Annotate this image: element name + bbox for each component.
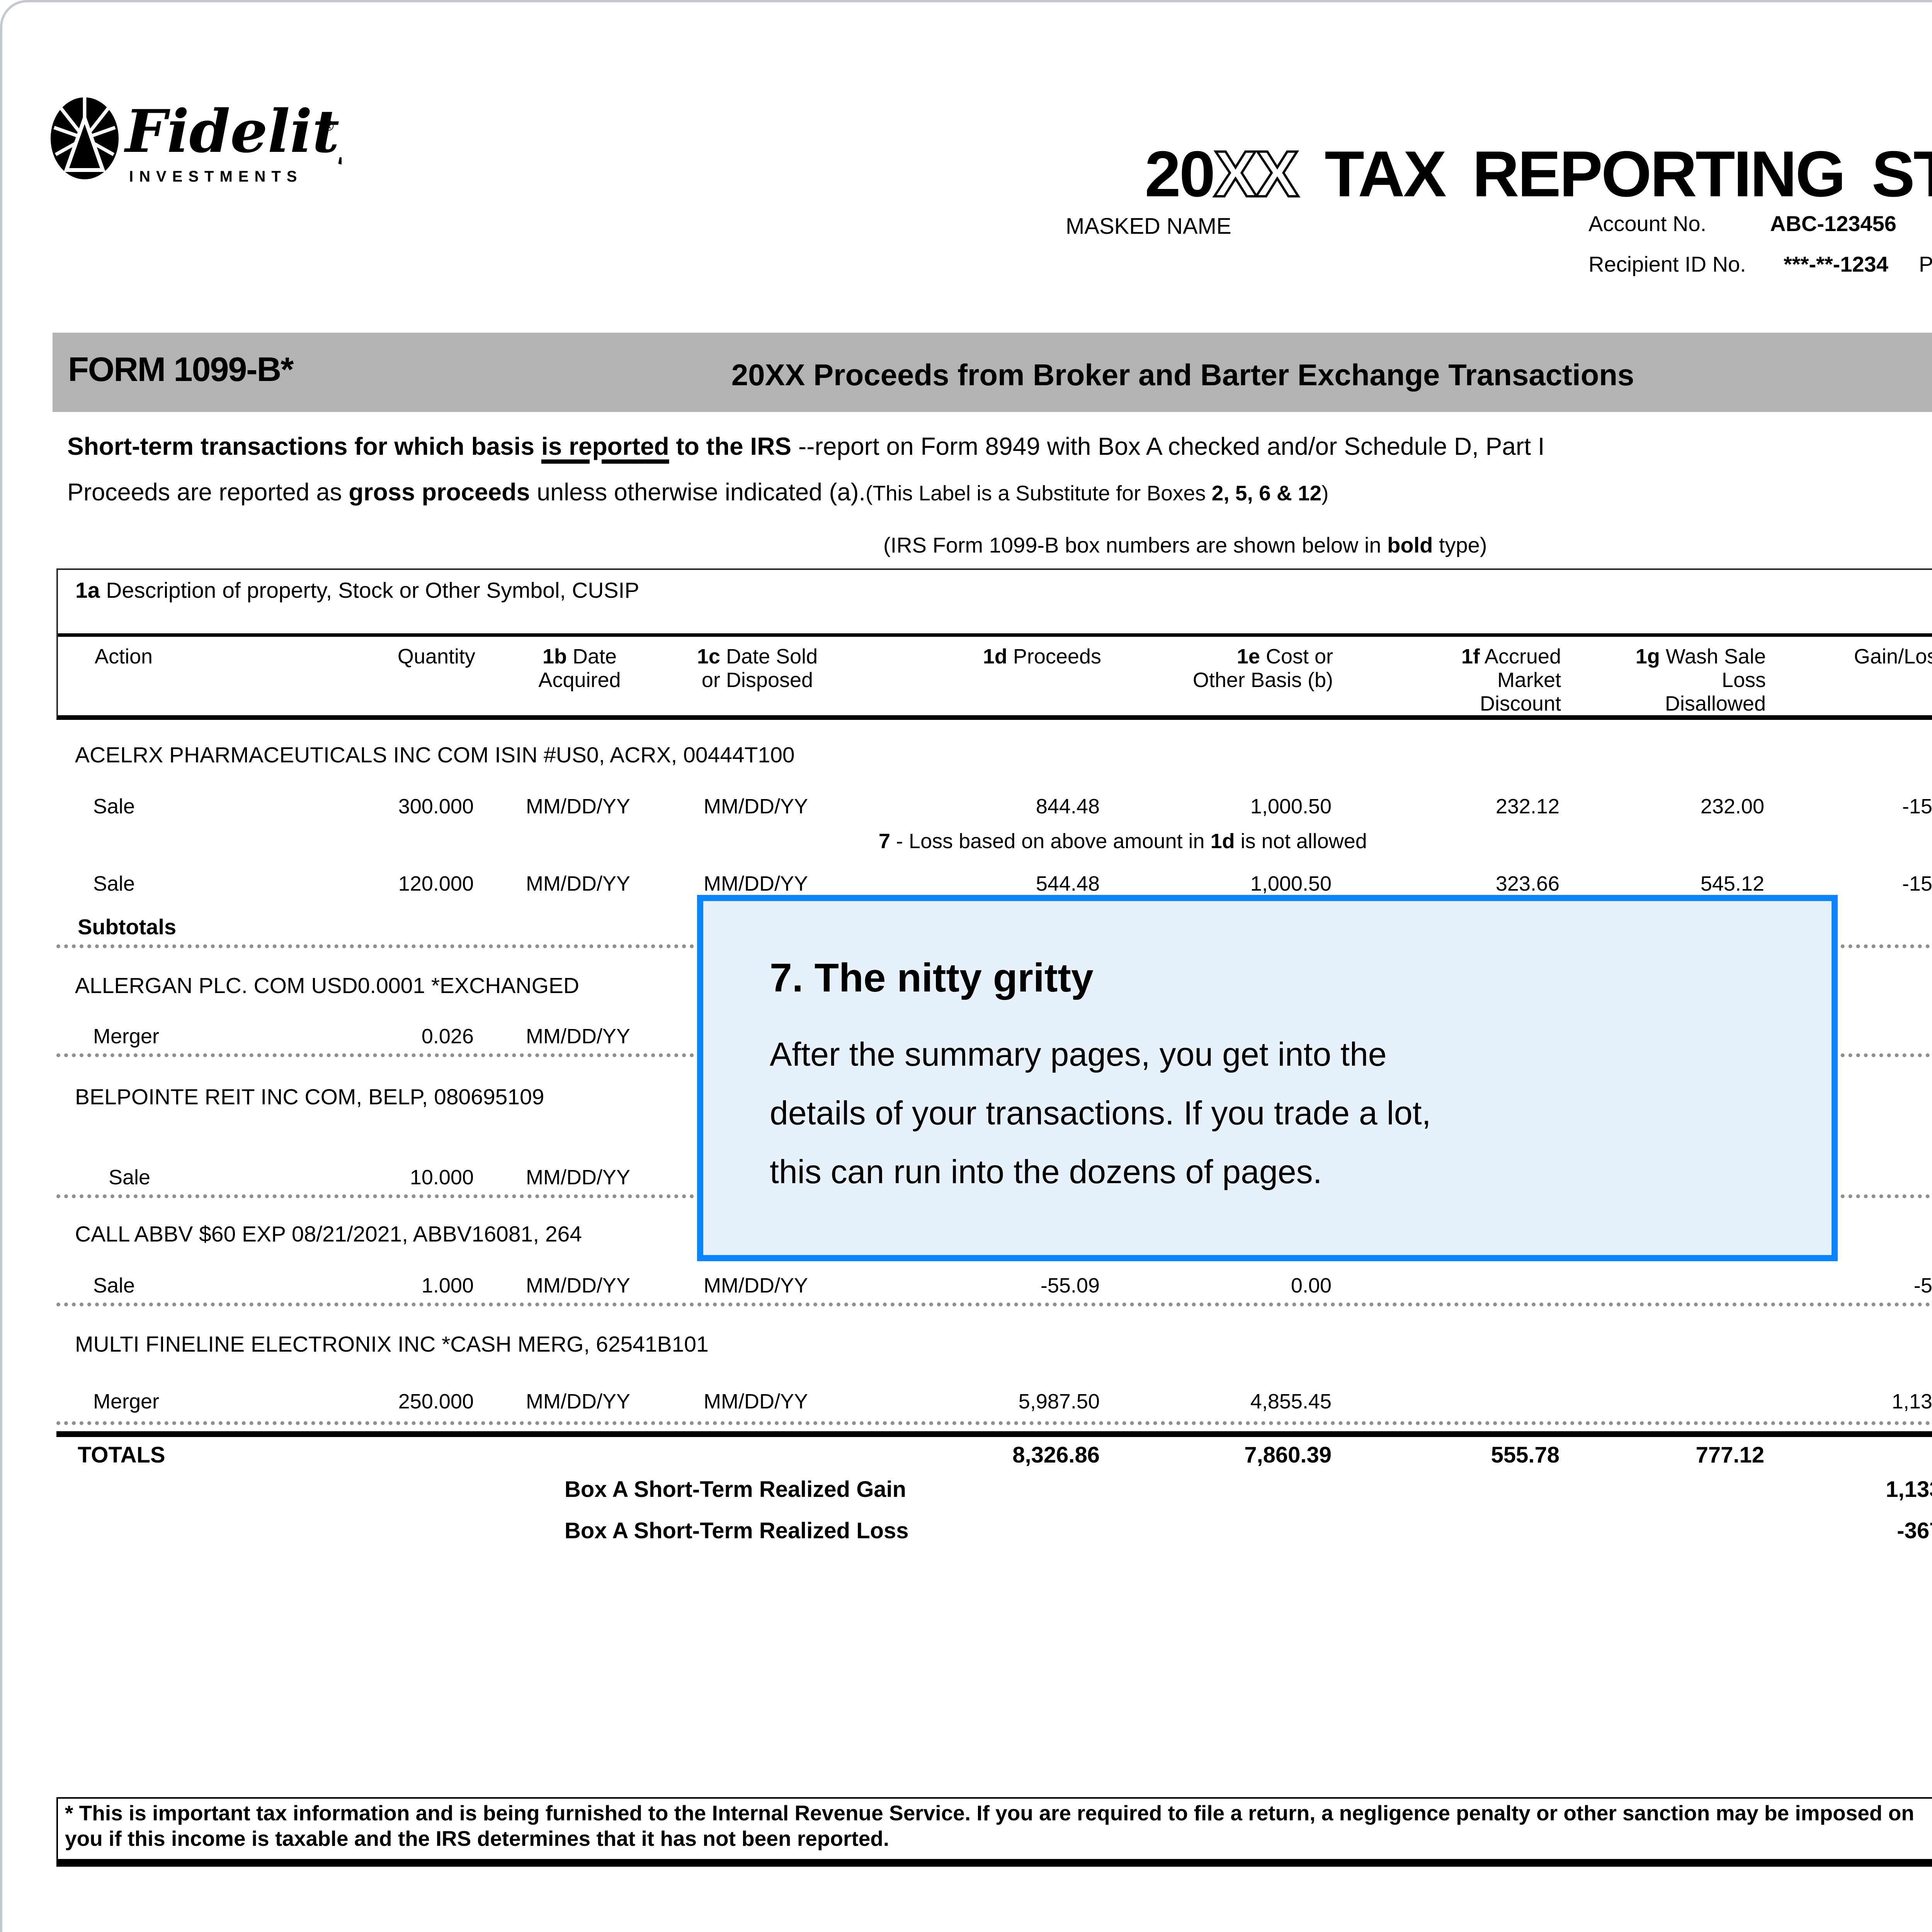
col-proceeds: 1d Proceeds xyxy=(983,645,1101,668)
security-title: CALL ABBV $60 EXP 08/21/2021, ABBV16081,… xyxy=(75,1222,582,1247)
security-title: ACELRX PHARMACEUTICALS INC COM ISIN #US0… xyxy=(75,743,795,767)
table-row: Sale 1.000 MM/DD/YY MM/DD/YY -55.09 0.00… xyxy=(93,1274,1932,1297)
logo-registered-mark: ® xyxy=(323,118,334,134)
security-title: ALLERGAN PLC. COM USD0.0001 *EXCHANGED xyxy=(75,973,580,998)
table-row: Merger 250.000 MM/DD/YY MM/DD/YY 5,987.5… xyxy=(93,1390,1932,1413)
totals-row: TOTALS 8,326.86 7,860.39 555.78 777.12 7… xyxy=(78,1442,1764,1468)
intro2-small: (This Label is a Substitute for Boxes xyxy=(866,481,1212,505)
col-action: Action xyxy=(95,645,153,668)
logo-subtext: INVESTMENTS xyxy=(129,168,303,185)
intro-bold: Short-term transactions for which basis xyxy=(67,432,541,460)
annotation-callout: 7. The nitty gritty After the summary pa… xyxy=(697,895,1838,1261)
col-description: 1a Description of property, Stock or Oth… xyxy=(75,578,639,603)
col-wash-sale: 1g Wash Sale Loss Disallowed xyxy=(1635,645,1766,715)
col-gain-loss: Gain/Loss (-) xyxy=(1854,645,1932,668)
table-header: 1a Description of property, Stock or Oth… xyxy=(56,568,1932,720)
intro2-small-bold: 2, 5, 6 & 12 xyxy=(1211,481,1322,505)
col-date-sold: 1c Date Sold or Disposed xyxy=(697,645,818,692)
payer-id-label: Payer's Fed ID Number: xyxy=(1919,252,1932,276)
form-number: FORM 1099-B* xyxy=(68,350,294,388)
header-divider xyxy=(58,633,1932,637)
fidelity-logo: Fidelity ® INVESTMENTS xyxy=(51,97,342,185)
title-text: TAX REPORTING STATEMENT xyxy=(1325,138,1932,210)
security-title: BELPOINTE REIT INC COM, BELP, 080695109 xyxy=(75,1085,544,1109)
intro-bold2: to the IRS xyxy=(669,432,798,460)
box-numbers-note: (IRS Form 1099-B box numbers are shown b… xyxy=(883,533,1487,557)
intro2-bold: gross proceeds xyxy=(349,479,530,506)
callout-heading: 7. The nitty gritty xyxy=(770,956,1094,1000)
footnote-text: * This is important tax information and … xyxy=(65,1801,1914,1850)
security-title: MULTI FINELINE ELECTRONIX INC *CASH MERG… xyxy=(75,1332,709,1357)
table-row: Sale 10.000 MM/DD/YY 0.97 xyxy=(109,1166,630,1189)
intro2-post: unless otherwise indicated (a). xyxy=(530,479,866,506)
form-1099b-bar: FORM 1099-B* 20XX Proceeds from Broker a… xyxy=(53,333,1932,412)
table-row: Sale 120.000 MM/DD/YY MM/DD/YY 544.48 1,… xyxy=(93,872,1932,895)
intro2-pre: Proceeds are reported as xyxy=(67,479,349,506)
account-label: Account No. xyxy=(1588,211,1707,236)
totals-rule xyxy=(56,1431,1932,1437)
account-value: ABC-123456 xyxy=(1770,211,1896,236)
table-row: Merger 0.026 MM/DD/YY 0.58 xyxy=(93,1025,630,1048)
loss-not-allowed-note: 7 - Loss based on above amount in 1d is … xyxy=(879,830,1367,853)
col-accrued-market-discount: 1f Accrued Market Discount xyxy=(1461,645,1561,715)
row-separator xyxy=(56,1303,1932,1306)
table-row: Sale 300.000 MM/DD/YY MM/DD/YY 844.48 1,… xyxy=(93,795,1932,818)
title-year: 20 xyxy=(1145,138,1216,210)
col-cost-basis: 1e Cost or Other Basis (b) xyxy=(1192,645,1333,692)
title-year-masked: XX xyxy=(1213,136,1300,211)
recipient-id-value: ***-**-1234 xyxy=(1784,252,1888,276)
intro-rest: --report on Form 8949 with Box A checked… xyxy=(798,432,1545,460)
page-title: 20XX TAX REPORTING STATEMENT xyxy=(1046,136,1932,211)
form-bar-title: 20XX Proceeds from Broker and Barter Exc… xyxy=(731,358,1634,392)
masked-name: MASKED NAME xyxy=(1066,214,1231,239)
subtotals-row: Subtotals 777.00 xyxy=(78,915,177,939)
intro-underline: is reported xyxy=(541,432,669,460)
row-separator xyxy=(56,1421,1932,1425)
intro-line1: Short-term transactions for which basis … xyxy=(67,432,1545,461)
footnote-box: * This is important tax information and … xyxy=(56,1797,1932,1867)
recipient-id-label: Recipient ID No. xyxy=(1588,252,1746,276)
col-quantity: Quantity xyxy=(397,645,475,668)
logo-brand-text: Fidelity xyxy=(124,97,342,166)
callout-body: After the summary pages, you get into th… xyxy=(770,1036,1431,1190)
intro2-small-close: ) xyxy=(1321,481,1329,505)
intro-line2: Proceeds are reported as gross proceeds … xyxy=(67,478,1328,506)
col-date-acquired: 1b Date Acquired xyxy=(538,645,621,692)
